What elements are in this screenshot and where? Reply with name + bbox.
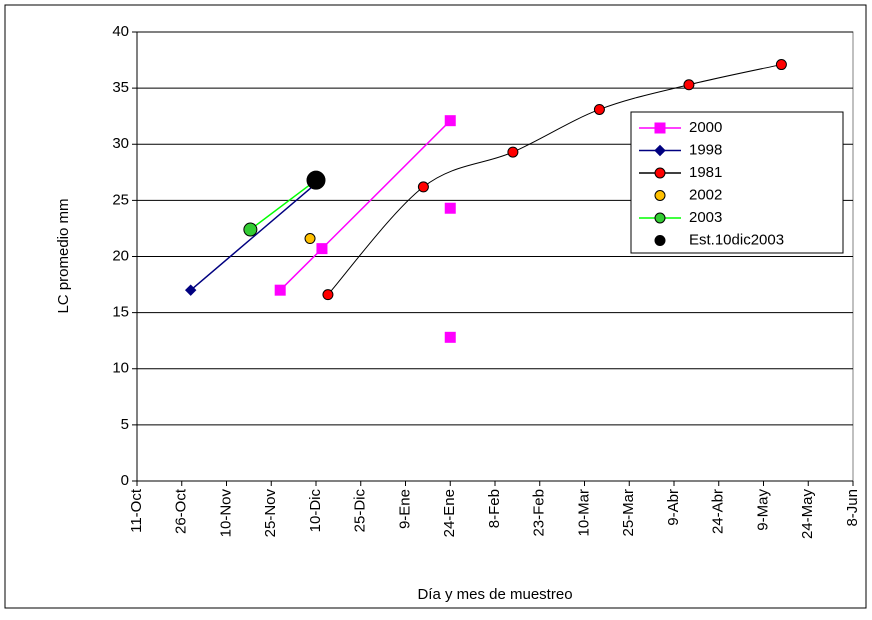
x-tick-label: 25-Nov — [262, 489, 279, 538]
legend-label: Est.10dic2003 — [689, 231, 784, 248]
y-tick-label: 10 — [112, 360, 129, 377]
y-tick-label: 20 — [112, 247, 129, 264]
legend-label: 2000 — [689, 119, 722, 136]
legend — [630, 111, 844, 254]
y-tick-label: 40 — [112, 23, 129, 40]
x-tick-label: 24-Abr — [710, 489, 727, 534]
marker — [444, 115, 456, 127]
legend-marker — [654, 122, 666, 134]
y-tick-label: 0 — [121, 472, 129, 489]
legend-marker — [654, 190, 666, 201]
legend-marker — [654, 235, 666, 246]
legend-label: 2003 — [689, 209, 722, 226]
x-tick-label: 26-Oct — [173, 488, 190, 534]
x-tick-label: 9-May — [754, 489, 771, 531]
x-tick-label: 8-Feb — [486, 489, 503, 528]
marker — [306, 170, 326, 190]
series-line — [190, 182, 317, 291]
x-tick-label: 24-May — [799, 489, 816, 540]
legend-label: 2002 — [689, 186, 722, 203]
legend-marker — [654, 167, 666, 179]
marker — [683, 79, 695, 91]
x-axis-title: Día y mes de muestreo — [417, 586, 572, 603]
x-tick-label: 25-Dic — [352, 489, 369, 533]
legend-marker — [654, 144, 666, 157]
marker — [593, 103, 605, 115]
x-tick-label: 23-Feb — [531, 489, 548, 537]
marker — [444, 331, 456, 343]
series-line — [249, 179, 317, 231]
y-tick-label: 25 — [112, 191, 129, 208]
y-tick-label: 35 — [112, 79, 129, 96]
x-tick-label: 10-Nov — [217, 489, 234, 538]
y-tick-label: 15 — [112, 304, 129, 321]
x-tick-label: 11-Oct — [128, 488, 145, 533]
x-tick-label: 10-Dic — [307, 489, 324, 533]
x-tick-label: 25-Mar — [620, 489, 637, 537]
marker — [417, 181, 429, 193]
x-tick-label: 24-Ene — [441, 489, 458, 537]
marker — [304, 233, 316, 245]
legend-label: 1981 — [689, 164, 722, 181]
marker — [444, 202, 456, 214]
x-tick-label: 9-Ene — [396, 489, 413, 529]
y-tick-label: 5 — [121, 416, 129, 433]
marker — [507, 146, 519, 158]
marker — [322, 289, 334, 301]
marker — [274, 284, 286, 296]
marker — [775, 59, 787, 71]
legend-marker — [654, 212, 666, 224]
x-tick-label: 10-Mar — [575, 489, 592, 537]
legend-label: 1998 — [689, 141, 722, 158]
marker — [184, 284, 197, 296]
marker — [243, 222, 258, 237]
x-tick-label: 8-Jun — [844, 489, 861, 527]
y-axis-title: LC promedio mm — [55, 198, 72, 313]
y-tick-label: 30 — [112, 135, 129, 152]
x-tick-label: 9-Abr — [665, 489, 682, 526]
marker — [316, 243, 328, 255]
